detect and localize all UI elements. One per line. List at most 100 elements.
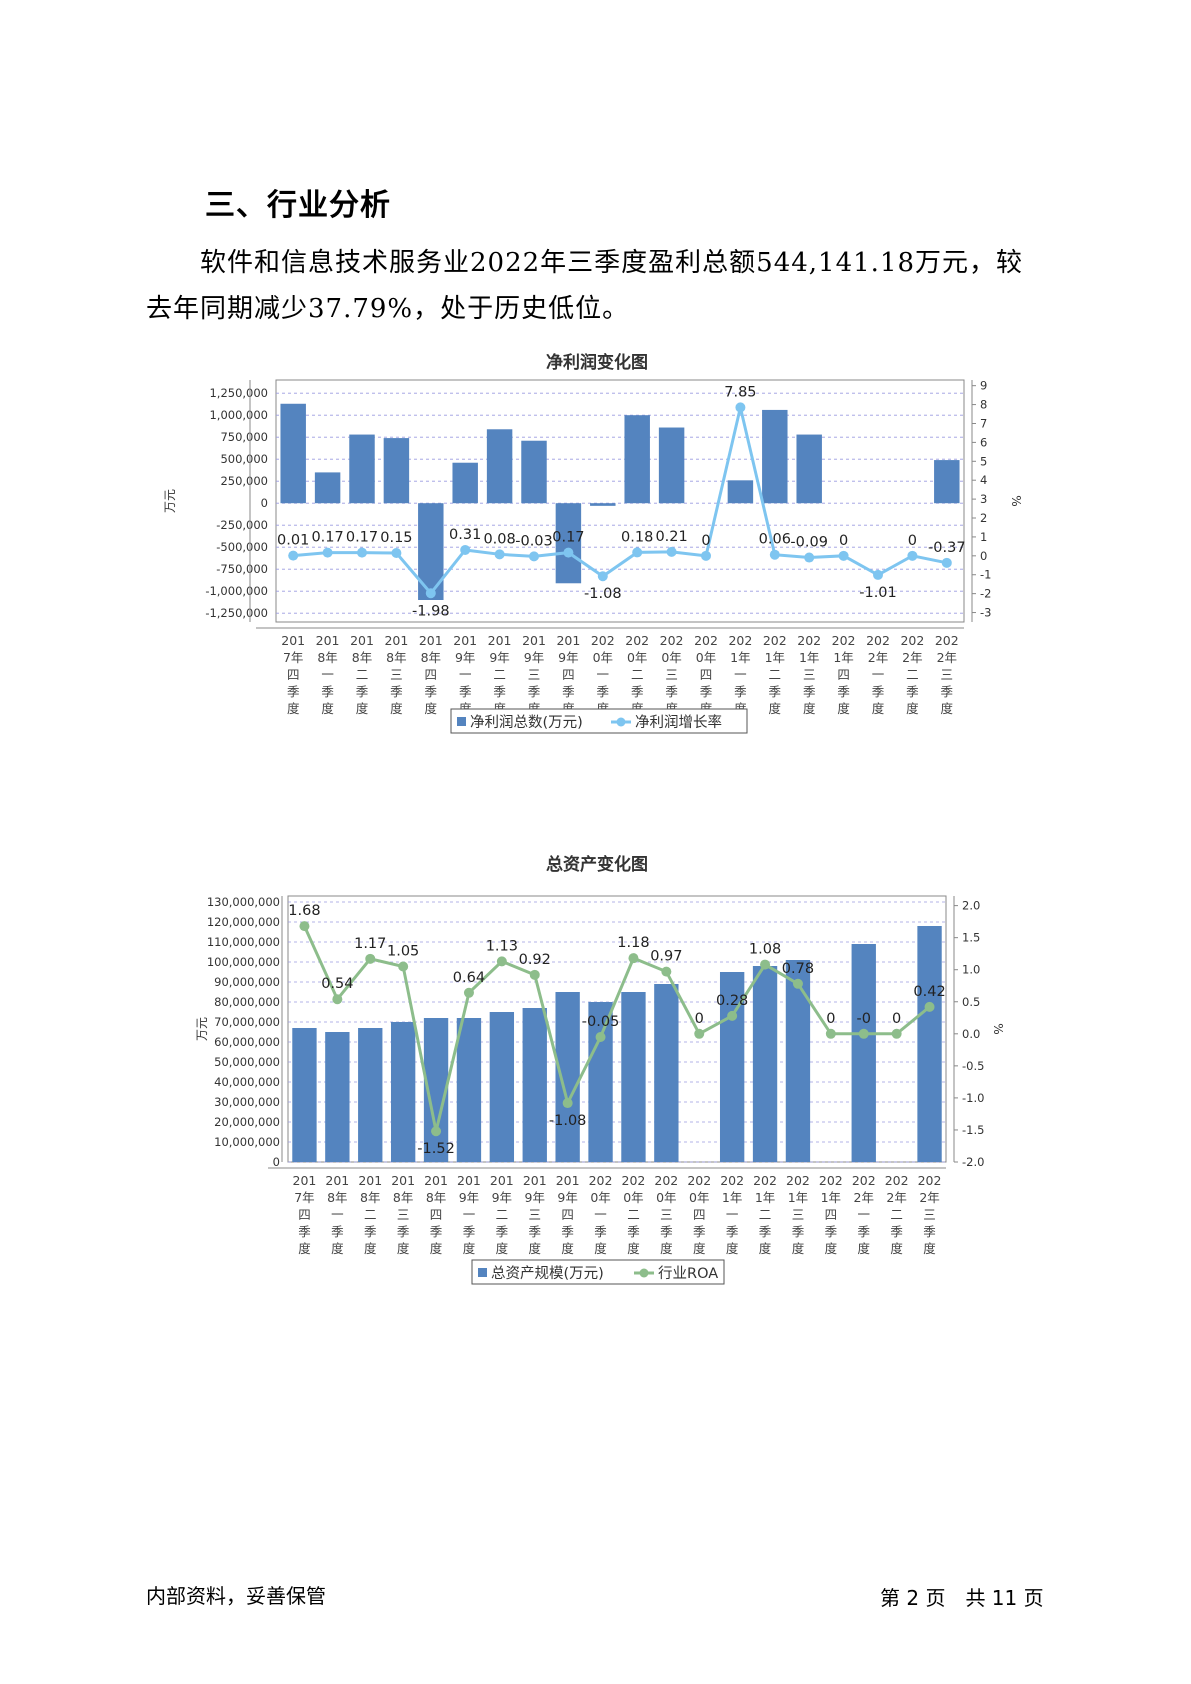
- x-tick-label-line: 季: [364, 1224, 377, 1239]
- bar: [280, 403, 306, 504]
- x-tick-label-line: 季: [769, 684, 782, 699]
- x-tick-label-line: 度: [390, 701, 403, 716]
- x-tick-label-line: 三: [923, 1207, 936, 1222]
- data-label: 1.08: [749, 942, 781, 958]
- x-tick-label-line: 201: [384, 633, 408, 648]
- x-tick-label-line: 二: [759, 1207, 772, 1222]
- y-tick-label: 40,000,000: [214, 1075, 280, 1089]
- x-tick-label-line: 1年: [755, 1190, 775, 1205]
- y-tick-label: 500,000: [220, 452, 268, 466]
- x-tick-label-line: 季: [493, 684, 506, 699]
- x-tick-label-line: 202: [832, 633, 856, 648]
- x-tick-label: 202 2年三季度: [918, 1173, 942, 1256]
- series-point: [288, 550, 299, 561]
- y-tick-label: 100,000,000: [207, 955, 280, 969]
- data-label: 0.17: [346, 530, 378, 546]
- y2-tick-label: -1: [980, 568, 991, 582]
- x-tick-label-line: 1年: [722, 1190, 742, 1205]
- series-point: [431, 1126, 442, 1137]
- data-label: 0: [839, 533, 848, 549]
- y2-tick-label: -1.5: [962, 1123, 984, 1137]
- data-label: 1.13: [486, 938, 518, 954]
- x-tick-label-line: 202: [852, 1173, 876, 1188]
- x-tick-label-line: 1年: [799, 650, 819, 665]
- x-tick-label-line: 202: [625, 633, 649, 648]
- x-tick-label-line: 8年: [421, 650, 441, 665]
- x-tick-label-line: 2年: [886, 1190, 906, 1205]
- x-tick-label-line: 201: [350, 633, 374, 648]
- x-tick-label-line: 四: [298, 1207, 311, 1222]
- x-tick-label-line: 季: [562, 684, 575, 699]
- x-tick-label-line: 0年: [623, 1190, 643, 1205]
- data-label: -1.08: [584, 586, 622, 602]
- y-tick-label: 1,250,000: [209, 386, 268, 400]
- data-label: -0: [857, 1011, 871, 1027]
- y2-tick-label: 9: [980, 379, 987, 393]
- x-tick-label-line: 8年: [327, 1190, 347, 1205]
- x-tick-label-line: 201: [556, 633, 580, 648]
- x-tick-label-line: 度: [561, 1241, 574, 1256]
- x-tick-label-line: 四: [693, 1207, 706, 1222]
- x-tick-label-line: 度: [803, 701, 816, 716]
- series-point: [597, 571, 608, 582]
- x-tick-label-line: 度: [594, 1241, 607, 1256]
- x-tick-label-line: 201: [488, 633, 512, 648]
- series-point: [838, 550, 849, 561]
- bar: [555, 503, 582, 584]
- bar: [521, 440, 547, 504]
- bar: [917, 926, 942, 1162]
- series-point: [391, 547, 402, 558]
- series-point: [792, 978, 803, 989]
- bar: [486, 429, 513, 504]
- x-tick-label-line: 度: [660, 1241, 673, 1256]
- x-tick-label-line: 三: [660, 1207, 673, 1222]
- x-tick-label-line: 季: [906, 684, 919, 699]
- total-assets-chart: 总资产变化图 130,000,000 120,000,000 110,000,000 1…: [195, 854, 1005, 1285]
- data-label: -0.03: [515, 533, 553, 549]
- series-point: [357, 547, 367, 558]
- x-tick-label-line: 202: [622, 1173, 646, 1188]
- x-tick-label-line: 9年: [455, 650, 475, 665]
- x-tick-label-line: 202: [918, 1173, 942, 1188]
- y-tick-label: 1,000,000: [209, 408, 268, 422]
- series-point: [496, 956, 507, 967]
- x-tick-label-line: 季: [459, 684, 472, 699]
- bar: [785, 960, 811, 1162]
- y-tick-label: 30,000,000: [214, 1095, 280, 1109]
- x-tick-label-line: 度: [430, 1241, 443, 1256]
- y-axis-title: 万元: [163, 489, 177, 513]
- x-tick-label-line: 四: [562, 667, 575, 682]
- y-axis-title: 万元: [195, 1017, 209, 1041]
- series-point: [769, 549, 780, 560]
- x-tick-label-line: 2年: [937, 650, 957, 665]
- data-label: 0.42: [913, 984, 945, 1000]
- data-label: 0.18: [621, 529, 653, 545]
- x-tick-label-line: 202: [687, 1173, 711, 1188]
- x-tick-label-line: 202: [654, 1173, 678, 1188]
- y-tick-label: 80,000,000: [214, 995, 280, 1009]
- data-label: 0.64: [453, 970, 485, 986]
- y2-axis-title: %: [1009, 495, 1023, 506]
- x-tick-label-line: 季: [857, 1224, 870, 1239]
- x-tick-label-line: 201: [419, 633, 443, 648]
- series-point: [529, 551, 539, 562]
- x-tick-label-line: 201: [325, 1173, 349, 1188]
- x-tick-label-line: 202: [763, 633, 787, 648]
- x-tick-label-line: 2年: [902, 650, 922, 665]
- y2-tick-label: 0.5: [962, 995, 980, 1009]
- x-tick-label-line: 度: [463, 1241, 476, 1256]
- x-tick-label-line: 一: [594, 1207, 607, 1222]
- x-tick-label-line: 度: [837, 701, 850, 716]
- y2-tick-label: 1.0: [962, 963, 980, 977]
- x-tick-label-line: 9年: [524, 650, 544, 665]
- series-point: [735, 402, 746, 413]
- x-tick-label-line: 一: [857, 1207, 870, 1222]
- data-label: 1.68: [288, 903, 320, 919]
